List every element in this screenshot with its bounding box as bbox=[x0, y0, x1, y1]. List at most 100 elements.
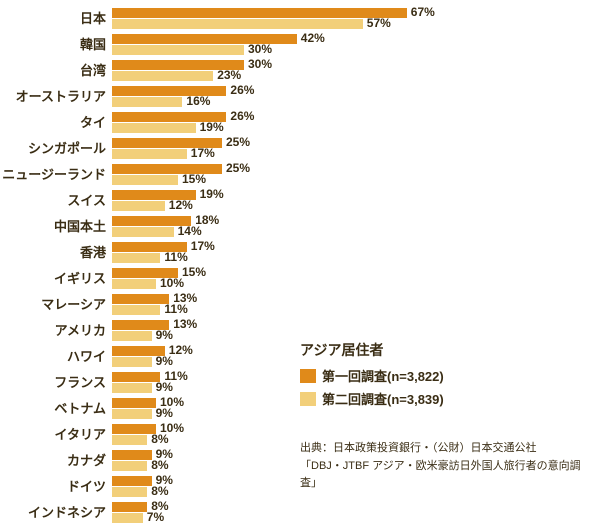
bar-series-1 bbox=[112, 450, 152, 460]
bar-group: 15%10% bbox=[112, 266, 590, 292]
bar-series-2 bbox=[112, 175, 178, 185]
bar-series-2 bbox=[112, 331, 152, 341]
source-line-2: 「DBJ・JTBF アジア・欧米豪訪日外国人旅行者の意向調査」 bbox=[300, 458, 590, 493]
bar-series-2 bbox=[112, 19, 363, 29]
legend: アジア居住者 第一回調査(n=3,822) 第二回調査(n=3,839) bbox=[300, 340, 444, 412]
bar-series-1 bbox=[112, 8, 407, 18]
value-series-2: 7% bbox=[147, 512, 164, 522]
bar-group: 13%11% bbox=[112, 292, 590, 318]
category-row: 香港17%11% bbox=[0, 240, 590, 266]
category-row: 中国本土18%14% bbox=[0, 214, 590, 240]
bar-series-2 bbox=[112, 409, 152, 419]
category-label: イタリア bbox=[0, 422, 112, 448]
bar-series-2 bbox=[112, 253, 160, 263]
bar-group: 17% 11% bbox=[112, 240, 590, 266]
value-series-2: 17% bbox=[191, 148, 215, 158]
value-series-2: 23% bbox=[217, 70, 241, 80]
bar-group: 25% 17% bbox=[112, 136, 590, 162]
category-label: マレーシア bbox=[0, 292, 112, 318]
bar-series-2 bbox=[112, 305, 160, 315]
value-series-2: 8% bbox=[151, 460, 168, 470]
value-series-2: 11% bbox=[164, 252, 187, 262]
category-row: マレーシア13%11% bbox=[0, 292, 590, 318]
category-label: ハワイ bbox=[0, 344, 112, 370]
value-series-1: 17% bbox=[191, 241, 215, 251]
bar-group: 67% 57% bbox=[112, 6, 590, 32]
legend-swatch-2 bbox=[300, 392, 316, 406]
bar-series-1 bbox=[112, 294, 169, 304]
value-series-1: 26% bbox=[230, 111, 254, 121]
bar-series-1 bbox=[112, 476, 152, 486]
value-series-2: 57% bbox=[367, 18, 391, 28]
bar-series-1 bbox=[112, 424, 156, 434]
category-label: 日本 bbox=[0, 6, 112, 32]
legend-swatch-1 bbox=[300, 369, 316, 383]
category-row: オーストラリア26%16% bbox=[0, 84, 590, 110]
value-series-1: 67% bbox=[411, 7, 435, 17]
category-row: 韓国 42% 30% bbox=[0, 32, 590, 58]
category-row: アメリカ13%9% bbox=[0, 318, 590, 344]
category-label: インドネシア bbox=[0, 500, 112, 526]
category-label: フランス bbox=[0, 370, 112, 396]
category-row: ハワイ12%9% bbox=[0, 344, 590, 370]
value-series-2: 9% bbox=[156, 356, 173, 366]
bar-series-2 bbox=[112, 357, 152, 367]
legend-label-1: 第一回調査(n=3,822) bbox=[322, 366, 444, 385]
category-row: シンガポール25%17% bbox=[0, 136, 590, 162]
category-label: ドイツ bbox=[0, 474, 112, 500]
value-series-2: 15% bbox=[182, 174, 206, 184]
category-row: スイス19%12% bbox=[0, 188, 590, 214]
category-label: 中国本土 bbox=[0, 214, 112, 240]
source-line-1: 出典：日本政策投資銀行・（公財）日本交通公社 bbox=[300, 440, 590, 458]
value-series-2: 14% bbox=[178, 226, 202, 236]
bar-series-2 bbox=[112, 201, 165, 211]
bar-series-2 bbox=[112, 97, 182, 107]
category-label: イギリス bbox=[0, 266, 112, 292]
category-row: ベトナム10%9% bbox=[0, 396, 590, 422]
category-row: タイ26%19% bbox=[0, 110, 590, 136]
category-row: インドネシア8%7% bbox=[0, 500, 590, 526]
category-row: フランス11%9% bbox=[0, 370, 590, 396]
value-series-2: 30% bbox=[248, 44, 272, 54]
value-series-2: 10% bbox=[160, 278, 184, 288]
source-note: 出典：日本政策投資銀行・（公財）日本交通公社 「DBJ・JTBF アジア・欧米豪… bbox=[300, 440, 590, 493]
value-series-2: 8% bbox=[151, 434, 168, 444]
bar-series-2 bbox=[112, 123, 196, 133]
bar-series-2 bbox=[112, 487, 147, 497]
value-series-1: 13% bbox=[173, 319, 197, 329]
category-row: 日本 67% 57% bbox=[0, 6, 590, 32]
legend-item-1: 第一回調査(n=3,822) bbox=[300, 366, 444, 385]
value-series-2: 9% bbox=[156, 382, 173, 392]
category-label: ニュージーランド bbox=[0, 162, 112, 188]
value-series-2: 11% bbox=[164, 304, 187, 314]
value-series-1: 25% bbox=[226, 163, 250, 173]
grouped-bar-chart: 日本67%57%韓国42%30%台湾30%23%オーストラリア26%16%タイ2… bbox=[0, 0, 590, 529]
bar-series-2 bbox=[112, 383, 152, 393]
category-label: ベトナム bbox=[0, 396, 112, 422]
bar-group: 26%19% bbox=[112, 110, 590, 136]
bar-series-2 bbox=[112, 227, 174, 237]
category-label: カナダ bbox=[0, 448, 112, 474]
bar-group: 42% 30% bbox=[112, 32, 590, 58]
bar-series-2 bbox=[112, 513, 143, 523]
category-row: 台湾30%23% bbox=[0, 58, 590, 84]
bar-series-2 bbox=[112, 461, 147, 471]
value-series-1: 42% bbox=[301, 33, 325, 43]
bar-series-2 bbox=[112, 435, 147, 445]
value-series-2: 16% bbox=[186, 96, 210, 106]
bar-group: 8%7% bbox=[112, 500, 590, 526]
bar-series-2 bbox=[112, 279, 156, 289]
legend-item-2: 第二回調査(n=3,839) bbox=[300, 389, 444, 408]
value-series-1: 30% bbox=[248, 59, 272, 69]
bar-group: 25% 15% bbox=[112, 162, 590, 188]
category-label: アメリカ bbox=[0, 318, 112, 344]
category-label: 韓国 bbox=[0, 32, 112, 58]
value-series-1: 15% bbox=[182, 267, 206, 277]
value-series-1: 25% bbox=[226, 137, 250, 147]
bar-series-2 bbox=[112, 149, 187, 159]
bar-series-1 bbox=[112, 372, 160, 382]
category-label: オーストラリア bbox=[0, 84, 112, 110]
bar-series-2 bbox=[112, 45, 244, 55]
legend-title: アジア居住者 bbox=[300, 340, 444, 360]
bar-series-1 bbox=[112, 398, 156, 408]
